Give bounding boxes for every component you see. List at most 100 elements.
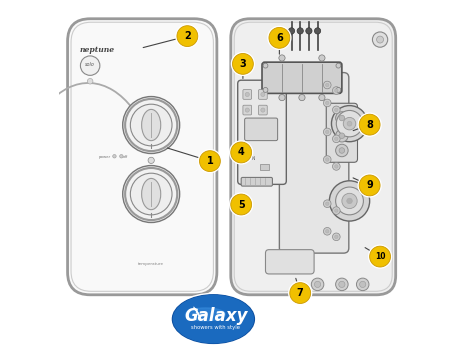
Circle shape (332, 207, 340, 215)
Circle shape (359, 175, 380, 196)
Circle shape (289, 282, 312, 304)
Circle shape (269, 27, 290, 48)
Circle shape (261, 92, 265, 97)
Circle shape (336, 112, 348, 124)
Circle shape (123, 166, 179, 223)
Circle shape (324, 99, 331, 107)
Circle shape (358, 113, 381, 136)
Circle shape (125, 99, 177, 151)
Circle shape (231, 194, 252, 215)
Circle shape (342, 193, 357, 209)
Circle shape (335, 137, 338, 141)
FancyBboxPatch shape (67, 19, 217, 295)
Text: showers with style: showers with style (191, 325, 240, 330)
Text: 3: 3 (239, 59, 246, 69)
Circle shape (370, 246, 391, 267)
Circle shape (230, 141, 252, 164)
Circle shape (299, 94, 305, 101)
FancyBboxPatch shape (243, 90, 252, 99)
Circle shape (339, 133, 345, 139)
Circle shape (372, 32, 388, 47)
Circle shape (329, 181, 370, 221)
Text: 5: 5 (238, 199, 245, 210)
Circle shape (279, 55, 285, 61)
Circle shape (359, 114, 380, 135)
Circle shape (279, 94, 285, 101)
Circle shape (339, 281, 345, 287)
Circle shape (130, 173, 172, 215)
Circle shape (357, 278, 369, 290)
Text: 6: 6 (276, 33, 283, 43)
Circle shape (339, 115, 345, 121)
Text: temperature: temperature (138, 262, 164, 266)
Circle shape (312, 278, 324, 290)
Circle shape (176, 25, 199, 48)
Circle shape (319, 94, 325, 101)
Ellipse shape (173, 295, 253, 343)
FancyBboxPatch shape (238, 80, 286, 184)
Circle shape (324, 228, 331, 235)
Circle shape (288, 28, 295, 34)
Circle shape (369, 245, 392, 268)
Ellipse shape (170, 293, 257, 345)
Text: neptune: neptune (80, 46, 115, 54)
Circle shape (306, 28, 312, 34)
Circle shape (130, 104, 172, 146)
Circle shape (120, 155, 123, 158)
Ellipse shape (173, 295, 254, 343)
Text: 10: 10 (375, 252, 385, 261)
Circle shape (231, 142, 252, 163)
Circle shape (326, 202, 329, 205)
Text: 1: 1 (206, 156, 213, 166)
Circle shape (324, 200, 331, 208)
Circle shape (148, 157, 154, 163)
Circle shape (177, 26, 198, 47)
FancyBboxPatch shape (259, 90, 267, 99)
Text: 9: 9 (366, 180, 373, 190)
Circle shape (297, 28, 303, 34)
Circle shape (326, 101, 329, 105)
Circle shape (336, 130, 348, 142)
Circle shape (336, 111, 363, 137)
Ellipse shape (142, 178, 161, 210)
Circle shape (232, 52, 254, 75)
FancyBboxPatch shape (262, 62, 342, 93)
Circle shape (268, 26, 291, 49)
FancyBboxPatch shape (243, 105, 252, 115)
Circle shape (347, 198, 352, 204)
Circle shape (324, 128, 331, 136)
Circle shape (113, 155, 116, 158)
Circle shape (230, 193, 252, 216)
Circle shape (336, 88, 341, 92)
FancyBboxPatch shape (279, 72, 349, 253)
Circle shape (343, 117, 356, 130)
Circle shape (314, 281, 321, 287)
Circle shape (123, 97, 179, 154)
FancyBboxPatch shape (245, 118, 278, 141)
Text: 4: 4 (238, 147, 245, 158)
Circle shape (326, 230, 329, 233)
Circle shape (290, 283, 311, 303)
Circle shape (324, 81, 331, 89)
Text: 2: 2 (184, 31, 191, 41)
Circle shape (332, 135, 340, 143)
Circle shape (245, 108, 249, 112)
FancyBboxPatch shape (231, 19, 396, 295)
Circle shape (87, 78, 93, 84)
FancyBboxPatch shape (241, 177, 272, 186)
Circle shape (335, 165, 338, 168)
Circle shape (261, 108, 265, 112)
Circle shape (326, 130, 329, 134)
Text: power: power (99, 155, 111, 159)
Circle shape (314, 28, 321, 34)
Circle shape (359, 281, 366, 287)
Circle shape (336, 187, 364, 215)
Circle shape (347, 121, 352, 126)
Circle shape (332, 163, 340, 170)
Circle shape (332, 106, 340, 114)
Text: off: off (123, 155, 128, 159)
Circle shape (332, 106, 367, 142)
Circle shape (358, 174, 381, 197)
Bar (260, 164, 269, 170)
Circle shape (335, 235, 338, 239)
